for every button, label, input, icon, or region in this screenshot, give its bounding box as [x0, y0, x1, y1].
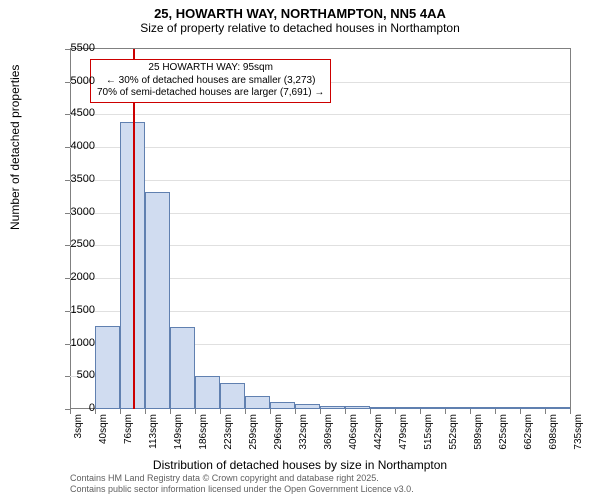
- chart-container: 25, HOWARTH WAY, NORTHAMPTON, NN5 4AA Si…: [0, 0, 600, 500]
- gridline: [70, 147, 570, 148]
- x-tick-mark: [195, 409, 196, 414]
- x-tick-label: 625sqm: [498, 414, 509, 464]
- histogram-bar: [170, 327, 195, 409]
- x-tick-label: 296sqm: [273, 414, 284, 464]
- histogram-bar: [145, 192, 170, 409]
- histogram-bar: [320, 406, 345, 409]
- y-tick-label: 2500: [55, 238, 95, 250]
- x-tick-mark: [370, 409, 371, 414]
- x-tick-label: 662sqm: [523, 414, 534, 464]
- y-tick-label: 5000: [55, 75, 95, 87]
- x-tick-mark: [445, 409, 446, 414]
- footer-line-2: Contains public sector information licen…: [70, 484, 414, 495]
- y-axis-label: Number of detached properties: [8, 65, 22, 230]
- y-tick-label: 1000: [55, 337, 95, 349]
- y-tick-label: 2000: [55, 271, 95, 283]
- histogram-bar: [95, 326, 120, 409]
- x-tick-label: 149sqm: [173, 414, 184, 464]
- x-tick-mark: [320, 409, 321, 414]
- x-tick-label: 552sqm: [448, 414, 459, 464]
- x-tick-mark: [295, 409, 296, 414]
- x-tick-label: 259sqm: [248, 414, 259, 464]
- x-tick-label: 332sqm: [298, 414, 309, 464]
- x-tick-label: 479sqm: [398, 414, 409, 464]
- chart-title-main: 25, HOWARTH WAY, NORTHAMPTON, NN5 4AA: [0, 0, 600, 21]
- x-tick-mark: [570, 409, 571, 414]
- histogram-bar: [545, 407, 570, 409]
- histogram-bar: [395, 407, 420, 409]
- y-tick-label: 4500: [55, 107, 95, 119]
- x-tick-mark: [270, 409, 271, 414]
- x-tick-mark: [345, 409, 346, 414]
- x-tick-label: 589sqm: [473, 414, 484, 464]
- annotation-line-1: 25 HOWARTH WAY: 95sqm: [97, 62, 324, 75]
- chart-plot-area: 25 HOWARTH WAY: 95sqm← 30% of detached h…: [70, 48, 571, 409]
- x-tick-label: 369sqm: [323, 414, 334, 464]
- property-marker-line: [133, 49, 135, 409]
- y-tick-label: 500: [55, 369, 95, 381]
- histogram-bar: [420, 407, 445, 409]
- histogram-bar: [345, 406, 370, 409]
- histogram-bar: [245, 396, 270, 409]
- histogram-bar: [520, 407, 545, 409]
- annotation-line-2: ← 30% of detached houses are smaller (3,…: [97, 75, 324, 88]
- x-tick-label: 76sqm: [123, 414, 134, 464]
- x-tick-mark: [245, 409, 246, 414]
- gridline: [70, 180, 570, 181]
- x-tick-mark: [470, 409, 471, 414]
- gridline: [70, 114, 570, 115]
- footer-attribution: Contains HM Land Registry data © Crown c…: [70, 473, 414, 495]
- histogram-bar: [495, 407, 520, 409]
- x-tick-label: 442sqm: [373, 414, 384, 464]
- x-tick-mark: [145, 409, 146, 414]
- y-tick-label: 3500: [55, 173, 95, 185]
- x-tick-mark: [95, 409, 96, 414]
- x-tick-mark: [220, 409, 221, 414]
- x-axis-label: Distribution of detached houses by size …: [0, 458, 600, 472]
- histogram-bar: [470, 407, 495, 409]
- y-tick-label: 3000: [55, 206, 95, 218]
- histogram-bar: [295, 404, 320, 409]
- x-tick-label: 515sqm: [423, 414, 434, 464]
- x-tick-mark: [120, 409, 121, 414]
- y-tick-label: 0: [55, 402, 95, 414]
- x-tick-label: 223sqm: [223, 414, 234, 464]
- histogram-bar: [370, 407, 395, 409]
- x-tick-label: 698sqm: [548, 414, 559, 464]
- footer-line-1: Contains HM Land Registry data © Crown c…: [70, 473, 414, 484]
- x-tick-mark: [495, 409, 496, 414]
- y-tick-label: 1500: [55, 304, 95, 316]
- x-tick-mark: [395, 409, 396, 414]
- x-tick-mark: [520, 409, 521, 414]
- plot-region: 25 HOWARTH WAY: 95sqm← 30% of detached h…: [70, 49, 570, 409]
- histogram-bar: [270, 402, 295, 409]
- x-tick-label: 406sqm: [348, 414, 359, 464]
- x-tick-mark: [420, 409, 421, 414]
- annotation-line-3: 70% of semi-detached houses are larger (…: [97, 87, 324, 100]
- x-tick-label: 113sqm: [148, 414, 159, 464]
- x-tick-mark: [170, 409, 171, 414]
- histogram-bar: [195, 376, 220, 409]
- chart-title-sub: Size of property relative to detached ho…: [0, 21, 600, 35]
- x-tick-mark: [545, 409, 546, 414]
- x-tick-label: 40sqm: [98, 414, 109, 464]
- y-tick-label: 5500: [55, 42, 95, 54]
- x-tick-label: 735sqm: [573, 414, 584, 464]
- annotation-box: 25 HOWARTH WAY: 95sqm← 30% of detached h…: [90, 59, 331, 103]
- histogram-bar: [445, 407, 470, 409]
- x-tick-label: 3sqm: [73, 414, 84, 464]
- y-tick-label: 4000: [55, 140, 95, 152]
- x-tick-label: 186sqm: [198, 414, 209, 464]
- histogram-bar: [220, 383, 245, 409]
